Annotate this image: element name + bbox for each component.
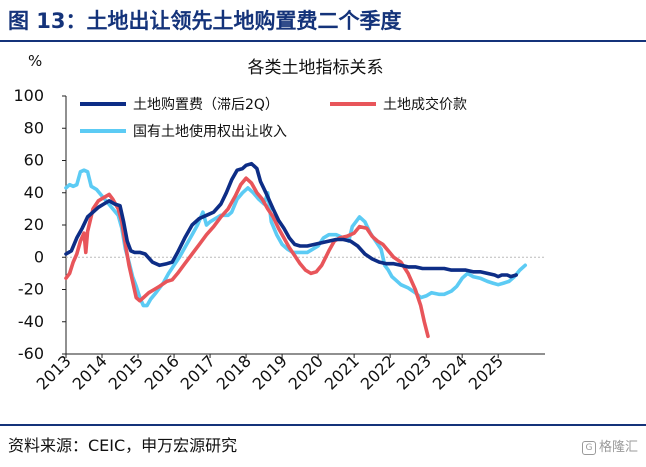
x-tick-label: 2014 <box>69 351 111 393</box>
top-rule <box>0 40 646 42</box>
chart-title: 各类土地指标关系 <box>248 58 384 78</box>
x-tick-label: 2021 <box>321 351 363 393</box>
legend-label-2: 土地成交价款 <box>383 96 467 113</box>
x-tick-label: 2023 <box>393 351 435 393</box>
watermark-logo-icon: G <box>581 441 596 455</box>
y-tick-label: 0 <box>34 247 44 266</box>
x-tick-label: 2024 <box>429 351 471 393</box>
x-tick-label: 2022 <box>357 351 399 393</box>
y-tick-label: 40 <box>24 183 44 202</box>
y-tick-label: -40 <box>18 312 44 331</box>
legend-label-1: 土地购置费（滞后2Q） <box>133 97 279 113</box>
legend-label-3: 国有土地使用权出让收入 <box>133 123 287 140</box>
y-tick-label: -20 <box>18 280 44 299</box>
x-tick-label: 2020 <box>285 351 327 393</box>
y-axis-unit-label: % <box>28 52 42 70</box>
bottom-rule <box>0 424 646 426</box>
y-tick-label: 60 <box>24 151 44 170</box>
watermark: G 格隆汇 <box>581 436 638 455</box>
x-tick-label: 2017 <box>177 351 219 393</box>
source-note: 资料来源：CEIC，申万宏源研究 <box>8 436 238 455</box>
x-tick-label: 2016 <box>141 351 183 393</box>
x-tick-label: 2015 <box>105 351 147 393</box>
watermark-text: 格隆汇 <box>598 440 638 455</box>
y-tick-label: 100 <box>13 86 44 105</box>
figure-header: 图 13：土地出让领先土地购置费二个季度 <box>0 0 646 38</box>
y-tick-label: 20 <box>24 215 44 234</box>
y-tick-label: -60 <box>18 344 44 363</box>
series-line-1 <box>64 161 518 279</box>
x-tick-label: 2025 <box>465 351 507 393</box>
x-tick-label: 2019 <box>249 351 291 393</box>
series-line-2 <box>64 176 430 339</box>
x-tick-label: 2018 <box>213 351 255 393</box>
figure-title: 图 13：土地出让领先土地购置费二个季度 <box>8 9 402 33</box>
line-chart: 各类土地指标关系%100806040200-20-40-602013201420… <box>13 52 545 394</box>
y-tick-label: 80 <box>24 118 44 137</box>
